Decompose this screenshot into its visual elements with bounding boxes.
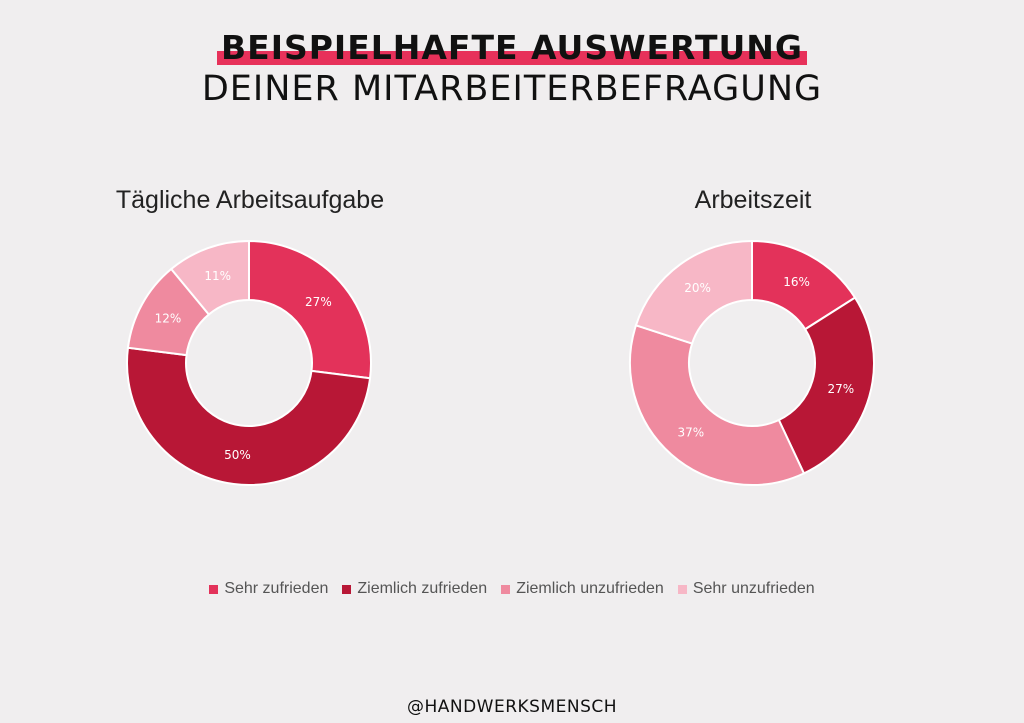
daily-tasks-data-label-0: 27% [305, 295, 332, 309]
legend-swatch [342, 584, 352, 594]
daily-tasks-data-label-1: 50% [224, 448, 251, 462]
legend-label: Ziemlich unzufrieden [516, 580, 664, 597]
daily-tasks-slice-0 [248, 239, 372, 380]
working-time-slice-1 [777, 296, 875, 475]
working-time-slice-3 [634, 239, 753, 345]
legend-item: Ziemlich unzufrieden [501, 580, 664, 598]
legend-swatch [501, 584, 511, 594]
title-line-2: DEINER MITARBEITERBEFRAGUNG [201, 69, 823, 109]
legend-item: Sehr zufrieden [209, 580, 328, 598]
working-time-data-label-0: 16% [783, 275, 810, 289]
daily-tasks-data-label-3: 11% [204, 269, 231, 283]
legend-swatch [209, 584, 219, 594]
donut-chart-daily-tasks: 27% 50% 12% 11% [126, 239, 372, 486]
donut-chart-working-time: 16% 27% 37% 20% [629, 239, 875, 486]
daily-tasks-data-label-2: 12% [155, 311, 182, 325]
page-header: BEISPIELHAFTE AUSWERTUNG DEINER MITARBEI… [0, 28, 1024, 109]
working-time-slice-2 [629, 324, 806, 486]
working-time-data-label-2: 37% [677, 425, 704, 439]
daily-tasks-slice-1 [126, 346, 372, 486]
legend-item: Ziemlich zufrieden [342, 580, 487, 598]
chart-title-working-time: Arbeitszeit [694, 186, 812, 214]
legend-label: Sehr unzufrieden [692, 580, 815, 597]
chart-title-daily-tasks: Tägliche Arbeitsaufgabe [115, 186, 385, 214]
legend-label: Ziemlich zufrieden [357, 580, 488, 597]
working-time-data-label-1: 27% [827, 382, 854, 396]
title-line-1: BEISPIELHAFTE AUSWERTUNG [217, 28, 807, 67]
daily-tasks-slice-3 [169, 239, 250, 316]
legend-item: Sehr unzufrieden [677, 580, 815, 598]
footer-handle: @HANDWERKSMENSCH [406, 697, 618, 717]
legend-label: Sehr zufrieden [224, 580, 329, 597]
working-time-data-label-3: 20% [684, 281, 711, 295]
legend-swatch [677, 584, 687, 594]
legend: Sehr zufrieden Ziemlich zufrieden Ziemli… [0, 580, 1024, 598]
